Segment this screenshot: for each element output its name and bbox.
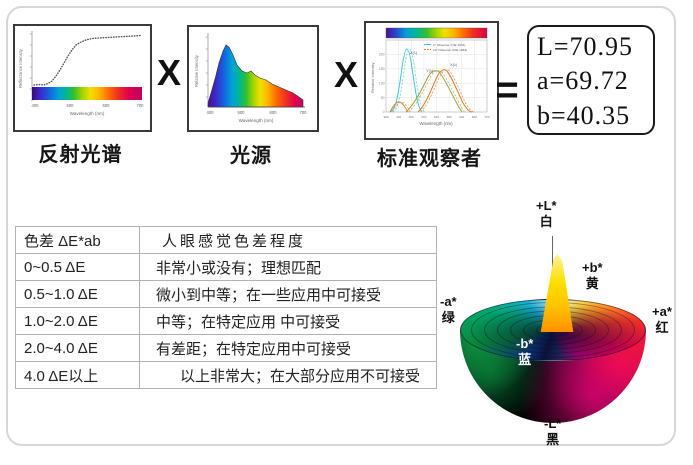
multiply-operator: X <box>156 52 181 93</box>
header-perception: 人眼感觉色差程度 <box>139 226 437 254</box>
standard-observer-chart: Z(λ) Y(λ) X(λ) 2° Observer (CIE 1931) 10… <box>364 21 499 140</box>
multiply-operator: X <box>333 54 358 95</box>
y-bar-curve-10deg <box>408 70 465 113</box>
spectrum-bar <box>385 27 488 39</box>
yellow-spike <box>540 254 574 332</box>
x-bar-curve-2deg <box>389 69 473 113</box>
label-minus-l: -L* 黑 <box>544 416 562 447</box>
delta-e-table: 色差 ΔE*ab 人眼感觉色差程度 0~0.5 ΔE 非常小或没有；理想匹配 0… <box>15 226 437 389</box>
desc-cell: 有差距；在特定应用中可接受 <box>139 334 437 362</box>
svg-text:Y(λ): Y(λ) <box>426 68 434 73</box>
y-axis-label: Reflectance Intensity <box>18 48 23 88</box>
svg-text:2° Observer (CIE 1931): 2° Observer (CIE 1931) <box>433 43 465 47</box>
label-plus-a: +a* 红 <box>652 304 672 335</box>
svg-text:600: 600 <box>270 110 278 115</box>
reflectance-curve <box>33 34 142 86</box>
y-tick-labels: 0 50 100 150 200 <box>379 53 385 115</box>
svg-text:460: 460 <box>409 115 414 119</box>
desc-cell: 微小到中等；在一些应用中可接受 <box>139 280 437 308</box>
b-value: b=40.35 <box>537 100 631 130</box>
x-axis-label: Wavelength (nm) <box>70 111 105 116</box>
x-tick-labels: 400 500 600 700 <box>32 103 145 108</box>
svg-text:420: 420 <box>396 115 401 119</box>
svg-text:400: 400 <box>32 103 40 108</box>
table-row: 4.0 ΔE以上 以上非常大；在大部分应用不可接受 <box>15 361 437 389</box>
desc-cell: 中等；在特定应用 中可接受 <box>139 307 437 335</box>
header-delta-e: 色差 ΔE*ab <box>15 226 140 254</box>
caption-light-source: 光源 <box>230 145 272 167</box>
range-cell: 1.0~2.0 ΔE <box>15 307 140 335</box>
label-plus-l: +L* 白 <box>536 198 557 229</box>
caption-reflectance-spectrum: 反射光谱 <box>38 144 123 166</box>
range-cell: 2.0~4.0 ΔE <box>15 334 140 362</box>
y-axis-label: Relative Intensity <box>370 63 375 93</box>
curve-labels: Z(λ) Y(λ) X(λ) <box>410 50 458 73</box>
table-row: 0.5~1.0 ΔE 微小到中等；在一些应用中可接受 <box>15 280 437 308</box>
svg-text:10° Observer (CIE 1964): 10° Observer (CIE 1964) <box>433 48 467 52</box>
svg-text:500: 500 <box>67 103 75 108</box>
svg-text:150: 150 <box>379 67 385 71</box>
z-bar-curve-2deg <box>389 48 423 113</box>
svg-text:X(λ): X(λ) <box>450 62 458 67</box>
svg-text:0: 0 <box>383 110 385 114</box>
svg-text:620: 620 <box>459 115 464 119</box>
light-source-chart: Relative Intensity 400 500 600 700 Wavel… <box>187 25 319 132</box>
x-tick-labels: 380 420 460 500 540 580 620 660 700 <box>383 115 489 119</box>
y-axis-ticks <box>205 36 208 98</box>
reflectance-spectrum-chart: Reflectance Intensity 400 500 600 700 Wa… <box>13 24 152 132</box>
label-minus-a: -a* 绿 <box>440 294 457 325</box>
desc-cell: 非常小或没有；理想匹配 <box>139 253 437 281</box>
svg-text:380: 380 <box>383 115 388 119</box>
svg-text:400: 400 <box>207 110 215 115</box>
svg-text:200: 200 <box>379 53 385 57</box>
x-tick-labels: 400 500 600 700 <box>207 110 308 115</box>
z-bar-curve-10deg <box>392 48 425 113</box>
svg-text:660: 660 <box>472 115 477 119</box>
a-value: a=69.72 <box>537 66 629 96</box>
light-source-plot: Relative Intensity 400 500 600 700 Wavel… <box>194 33 308 123</box>
x-bar-curve-10deg <box>392 69 475 113</box>
caption-standard-observer: 标准观察者 <box>377 148 482 170</box>
table-row: 1.0~2.0 ΔE 中等；在特定应用 中可接受 <box>15 307 437 335</box>
svg-text:100: 100 <box>379 81 385 85</box>
standard-observer-plot: Z(λ) Y(λ) X(λ) 2° Observer (CIE 1931) 10… <box>370 27 490 126</box>
spectrum-bar <box>32 87 142 100</box>
svg-text:700: 700 <box>484 115 489 119</box>
label-minus-b: -b* 蓝 <box>516 336 534 367</box>
range-cell: 0~0.5 ΔE <box>15 253 140 281</box>
svg-text:50: 50 <box>381 96 385 100</box>
table-row: 0~0.5 ΔE 非常小或没有；理想匹配 <box>15 253 437 281</box>
lab-result-box: L=70.95 a=69.72 b=40.35 <box>527 25 655 135</box>
light-source-spd-curve <box>207 44 304 108</box>
equals-operator: = <box>495 68 519 112</box>
svg-text:Z(λ): Z(λ) <box>410 50 418 55</box>
y-axis-ticks <box>29 33 32 90</box>
svg-text:500: 500 <box>238 110 246 115</box>
cielab-color-space: +L* 白 +b* 黄 +a* 红 -a* 绿 -b* 蓝 -L* 黑 <box>436 192 688 462</box>
desc-cell: 以上非常大；在大部分应用不可接受 <box>139 361 437 389</box>
svg-text:540: 540 <box>434 115 439 119</box>
svg-text:700: 700 <box>137 103 145 108</box>
table-row: 2.0~4.0 ΔE 有差距；在特定应用中可接受 <box>15 334 437 362</box>
l-value: L=70.95 <box>537 32 634 61</box>
table-header-row: 色差 ΔE*ab 人眼感觉色差程度 <box>15 226 437 254</box>
legend: 2° Observer (CIE 1931) 10° Observer (CIE… <box>424 43 467 52</box>
x-axis-label: Wavelength (nm) <box>239 118 274 123</box>
x-axis-label: Wavelength (nm) <box>419 121 453 126</box>
svg-text:600: 600 <box>103 103 111 108</box>
label-plus-b: +b* 黄 <box>582 260 603 291</box>
svg-text:700: 700 <box>300 110 308 115</box>
svg-text:500: 500 <box>421 115 426 119</box>
reflectance-spectrum-plot: Reflectance Intensity 400 500 600 700 Wa… <box>18 31 145 116</box>
svg-text:580: 580 <box>447 115 452 119</box>
range-cell: 4.0 ΔE以上 <box>15 361 140 389</box>
y-bar-curve-2deg <box>405 70 463 113</box>
y-axis-label: Relative Intensity <box>194 54 199 87</box>
range-cell: 0.5~1.0 ΔE <box>15 280 140 308</box>
